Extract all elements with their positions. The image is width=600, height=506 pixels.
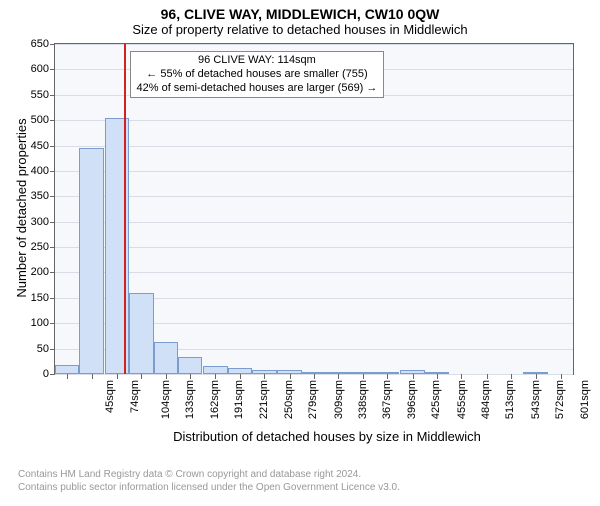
plot-area: 0501001502002503003504004505005506006504… bbox=[54, 43, 574, 375]
x-tick-label: 513sqm bbox=[505, 380, 517, 419]
y-tick-label: 400 bbox=[31, 165, 55, 177]
y-tick-label: 50 bbox=[37, 343, 55, 355]
x-tick-label: 425sqm bbox=[430, 380, 442, 419]
histogram-bar bbox=[178, 357, 202, 374]
footer-line-1: Contains HM Land Registry data © Crown c… bbox=[18, 468, 400, 481]
y-tick-label: 350 bbox=[31, 190, 55, 202]
gridline bbox=[55, 171, 573, 172]
page-subtitle: Size of property relative to detached ho… bbox=[0, 22, 600, 37]
page-title: 96, CLIVE WAY, MIDDLEWICH, CW10 0QW bbox=[0, 6, 600, 22]
y-tick-label: 550 bbox=[31, 89, 55, 101]
x-tick-mark bbox=[461, 374, 462, 379]
y-tick-label: 600 bbox=[31, 63, 55, 75]
annotation-box: 96 CLIVE WAY: 114sqm← 55% of detached ho… bbox=[130, 51, 385, 98]
x-tick-mark bbox=[363, 374, 364, 379]
x-tick-mark bbox=[190, 374, 191, 379]
y-tick-label: 0 bbox=[43, 368, 55, 380]
x-tick-mark bbox=[117, 374, 118, 379]
x-tick-label: 191sqm bbox=[233, 380, 245, 419]
x-tick-mark bbox=[561, 374, 562, 379]
x-tick-mark bbox=[290, 374, 291, 379]
x-tick-label: 572sqm bbox=[554, 380, 566, 419]
x-tick-label: 367sqm bbox=[382, 380, 394, 419]
x-tick-label: 396sqm bbox=[406, 380, 418, 419]
x-tick-label: 543sqm bbox=[530, 380, 542, 419]
x-tick-label: 133sqm bbox=[184, 380, 196, 419]
x-tick-label: 45sqm bbox=[104, 380, 116, 413]
gridline bbox=[55, 196, 573, 197]
y-tick-label: 450 bbox=[31, 140, 55, 152]
x-tick-label: 104sqm bbox=[160, 380, 172, 419]
x-tick-label: 484sqm bbox=[480, 380, 492, 419]
x-tick-label: 74sqm bbox=[129, 380, 141, 413]
histogram-bar bbox=[79, 148, 103, 374]
x-axis-label: Distribution of detached houses by size … bbox=[173, 429, 481, 444]
y-tick-label: 100 bbox=[31, 317, 55, 329]
annotation-line2: ← 55% of detached houses are smaller (75… bbox=[137, 68, 378, 82]
x-tick-label: 309sqm bbox=[333, 380, 345, 419]
y-tick-label: 500 bbox=[31, 114, 55, 126]
gridline bbox=[55, 120, 573, 121]
x-tick-mark bbox=[413, 374, 414, 379]
x-tick-label: 250sqm bbox=[283, 380, 295, 419]
y-tick-label: 250 bbox=[31, 241, 55, 253]
gridline bbox=[55, 44, 573, 45]
histogram-bar bbox=[154, 342, 178, 374]
gridline bbox=[55, 247, 573, 248]
histogram-bar bbox=[203, 366, 227, 374]
gridline bbox=[55, 146, 573, 147]
y-tick-label: 200 bbox=[31, 266, 55, 278]
x-tick-label: 455sqm bbox=[456, 380, 468, 419]
y-tick-label: 300 bbox=[31, 216, 55, 228]
x-tick-label: 601sqm bbox=[579, 380, 591, 419]
x-tick-mark bbox=[387, 374, 388, 379]
annotation-line3: 42% of semi-detached houses are larger (… bbox=[137, 82, 378, 96]
x-tick-label: 279sqm bbox=[307, 380, 319, 419]
gridline bbox=[55, 222, 573, 223]
annotation-line1: 96 CLIVE WAY: 114sqm bbox=[137, 54, 378, 68]
x-tick-mark bbox=[264, 374, 265, 379]
x-tick-mark bbox=[215, 374, 216, 379]
x-tick-mark bbox=[67, 374, 68, 379]
histogram-bar bbox=[55, 365, 79, 374]
x-tick-mark bbox=[240, 374, 241, 379]
gridline bbox=[55, 272, 573, 273]
x-tick-mark bbox=[511, 374, 512, 379]
y-tick-label: 150 bbox=[31, 292, 55, 304]
x-tick-label: 338sqm bbox=[357, 380, 369, 419]
histogram-bar bbox=[129, 293, 153, 374]
x-tick-label: 221sqm bbox=[259, 380, 271, 419]
chart-container: 0501001502002503003504004505005506006504… bbox=[54, 43, 600, 375]
x-tick-mark bbox=[487, 374, 488, 379]
x-tick-mark bbox=[166, 374, 167, 379]
x-tick-mark bbox=[338, 374, 339, 379]
x-tick-mark bbox=[536, 374, 537, 379]
attribution-footer: Contains HM Land Registry data © Crown c… bbox=[18, 468, 400, 494]
x-tick-mark bbox=[314, 374, 315, 379]
property-marker-line bbox=[124, 44, 126, 374]
x-tick-mark bbox=[141, 374, 142, 379]
footer-line-2: Contains public sector information licen… bbox=[18, 481, 400, 494]
x-tick-label: 162sqm bbox=[209, 380, 221, 419]
x-tick-mark bbox=[437, 374, 438, 379]
y-axis-label: Number of detached properties bbox=[14, 118, 29, 297]
y-tick-label: 650 bbox=[31, 38, 55, 50]
x-tick-mark bbox=[92, 374, 93, 379]
